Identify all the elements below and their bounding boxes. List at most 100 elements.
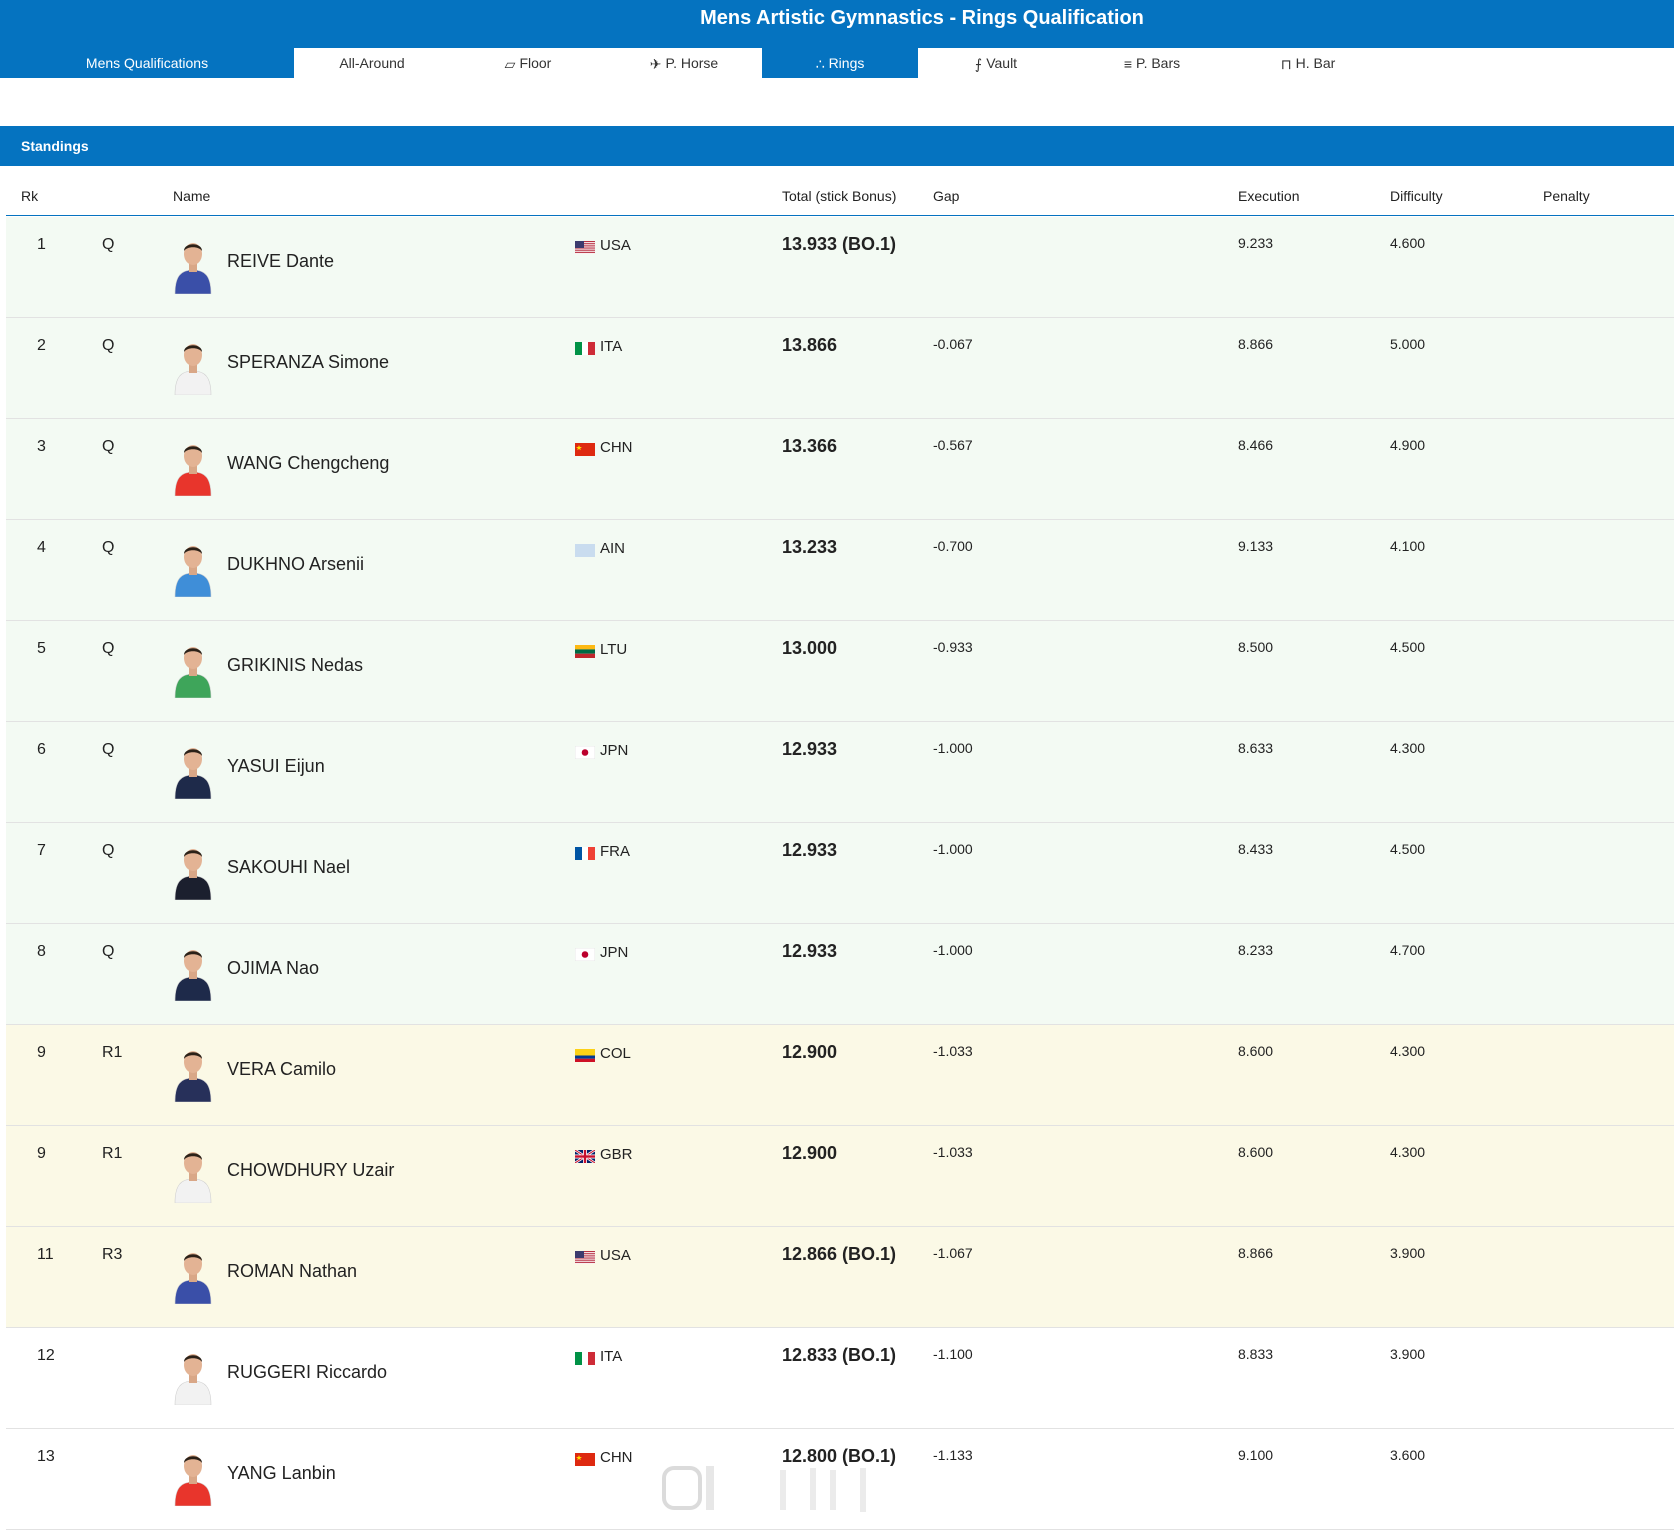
- table-row[interactable]: 1 Q REIVE Dante USA 13.933 (BO.1) 9.233 4.600: [6, 217, 1674, 318]
- qualification-status: Q: [102, 640, 115, 657]
- table-row[interactable]: 11 R3 ROMAN Nathan USA 12.866 (BO.1) -1.067 8.…: [6, 1227, 1674, 1328]
- country-code: FRA: [600, 843, 630, 860]
- rank: 9: [37, 1044, 46, 1061]
- flag-icon: [575, 1453, 595, 1466]
- qualification-status: Q: [102, 236, 115, 253]
- table-row[interactable]: 5 Q GRIKINIS Nedas LTU 13.000 -0.933 8.500 4.50…: [6, 621, 1674, 722]
- tab-h-bar[interactable]: ⊓ H. Bar: [1230, 48, 1386, 78]
- table-row[interactable]: 7 Q SAKOUHI Nael FRA 12.933 -1.000 8.433 4.500: [6, 823, 1674, 924]
- column-header-rk[interactable]: Rk: [21, 188, 39, 204]
- tab-mens-qualifications[interactable]: Mens Qualifications: [0, 48, 294, 78]
- athlete-name[interactable]: SAKOUHI Nael: [227, 857, 351, 877]
- athlete-name[interactable]: GRIKINIS Nedas: [227, 655, 364, 675]
- table-row[interactable]: 8 Q OJIMA Nao JPN 12.933 -1.000 8.233 4.700: [6, 924, 1674, 1025]
- column-header-execution[interactable]: Execution: [1238, 188, 1300, 204]
- athlete-name[interactable]: YANG Lanbin: [227, 1463, 336, 1483]
- athlete-name[interactable]: RUGGERI Riccardo: [227, 1362, 388, 1382]
- table-row[interactable]: 12 RUGGERI Riccardo ITA 12.833 (BO.1) -1.100…: [6, 1328, 1674, 1429]
- table-row[interactable]: 9 R1 VERA Camilo COL 12.900 -1.033 8.600 4.300: [6, 1025, 1674, 1126]
- flag-icon: [575, 544, 595, 557]
- rank: 2: [37, 337, 46, 354]
- table-row[interactable]: 2 Q SPERANZA Simone ITA 13.866 -0.067 8.866 5.0…: [6, 318, 1674, 419]
- rank: 3: [37, 438, 46, 455]
- tab-p-bars[interactable]: ≡ P. Bars: [1074, 48, 1230, 78]
- column-header-name[interactable]: Name: [173, 188, 211, 204]
- tab-vault[interactable]: ⨍ Vault: [918, 48, 1074, 78]
- difficulty-score: 4.100: [1390, 538, 1426, 554]
- country-code: USA: [600, 1247, 631, 1264]
- athlete-name[interactable]: SPERANZA Simone: [227, 352, 390, 372]
- column-header-gap[interactable]: Gap: [933, 188, 960, 204]
- difficulty-score: 4.300: [1390, 740, 1426, 756]
- execution-score: 8.600: [1238, 1144, 1274, 1160]
- total-score: 13.366: [782, 436, 838, 456]
- column-header-difficulty[interactable]: Difficulty: [1390, 188, 1443, 204]
- qualification-status: R1: [102, 1044, 123, 1061]
- total-score: 13.233: [782, 537, 838, 557]
- flag-icon: [575, 443, 595, 456]
- execution-score: 9.233: [1238, 235, 1274, 251]
- total-score: 12.900: [782, 1143, 838, 1163]
- gap-value: -0.700: [933, 538, 973, 554]
- flag-icon: [575, 847, 595, 860]
- parallel-bars-icon: ≡: [1123, 56, 1133, 72]
- execution-score: 9.100: [1238, 1447, 1274, 1463]
- athlete-name[interactable]: WANG Chengcheng: [227, 453, 390, 473]
- rank: 8: [37, 943, 46, 960]
- execution-score: 8.633: [1238, 740, 1274, 756]
- difficulty-score: 4.900: [1390, 437, 1426, 453]
- rank: 13: [37, 1448, 55, 1465]
- difficulty-score: 4.500: [1390, 841, 1426, 857]
- avatar: [173, 1246, 213, 1305]
- flag-icon: [575, 241, 595, 254]
- athlete-name[interactable]: DUKHNO Arsenii: [227, 554, 365, 574]
- table-row[interactable]: 6 Q YASUI Eijun JPN 12.933 -1.000 8.633 4.300: [6, 722, 1674, 823]
- table-row[interactable]: 3 Q WANG Chengcheng CHN 13.366 -0.567 8.466 4.9…: [6, 419, 1674, 520]
- tab-all-around[interactable]: All-Around: [294, 48, 450, 78]
- athlete-name[interactable]: VERA Camilo: [227, 1059, 337, 1079]
- total-score: 13.933 (BO.1): [782, 234, 897, 254]
- gap-value: -1.000: [933, 740, 973, 756]
- rank: 4: [37, 539, 46, 556]
- flag-icon: [575, 1352, 595, 1365]
- tab-rings[interactable]: ∴ Rings: [762, 48, 918, 78]
- gap-value: -1.067: [933, 1245, 973, 1261]
- column-header-penalty[interactable]: Penalty: [1543, 188, 1590, 204]
- total-score: 12.866 (BO.1): [782, 1244, 897, 1264]
- difficulty-score: 5.000: [1390, 336, 1426, 352]
- total-score: 12.933: [782, 840, 838, 860]
- column-header-total[interactable]: Total (stick Bonus): [782, 188, 897, 204]
- table-row[interactable]: 9 R1 CHOWDHURY Uzair GBR 12.900 -1.033 8.600 4.…: [6, 1126, 1674, 1227]
- rank: 6: [37, 741, 46, 758]
- tab-floor[interactable]: ▱ Floor: [450, 48, 606, 78]
- athlete-name[interactable]: REIVE Dante: [227, 251, 335, 271]
- difficulty-score: 4.300: [1390, 1144, 1426, 1160]
- table-row[interactable]: 4 Q DUKHNO Arsenii AIN 13.233 -0.700 9.133 4.10…: [6, 520, 1674, 621]
- country-code: AIN: [600, 540, 626, 557]
- event-tabs: Mens Qualifications All-Around ▱ Floor ✈ P. H…: [0, 48, 1674, 78]
- difficulty-score: 4.300: [1390, 1043, 1426, 1059]
- athlete-name[interactable]: ROMAN Nathan: [227, 1261, 358, 1281]
- execution-score: 8.500: [1238, 639, 1274, 655]
- flag-icon: [574, 1148, 596, 1165]
- tab-label: All-Around: [339, 55, 405, 71]
- gap-value: -0.933: [933, 639, 973, 655]
- rings-icon: ∴: [815, 56, 825, 72]
- qualification-status: Q: [102, 539, 115, 556]
- gap-value: -1.000: [933, 942, 973, 958]
- athlete-name[interactable]: YASUI Eijun: [227, 756, 325, 776]
- difficulty-score: 3.900: [1390, 1346, 1426, 1362]
- flag-icon: [574, 745, 596, 760]
- total-score: 12.933: [782, 739, 838, 759]
- country-code: COL: [600, 1045, 631, 1062]
- flag-icon: [574, 947, 596, 962]
- table-row[interactable]: 13 YANG Lanbin CHN 12.800 (BO.1) -1.133 9.100…: [6, 1429, 1674, 1530]
- flag-icon: [575, 1049, 595, 1062]
- athlete-name[interactable]: CHOWDHURY Uzair: [227, 1160, 395, 1180]
- country-code: GBR: [600, 1146, 633, 1163]
- athlete-name[interactable]: OJIMA Nao: [227, 958, 320, 978]
- tab-p-horse[interactable]: ✈ P. Horse: [606, 48, 762, 78]
- gap-value: -1.033: [933, 1043, 973, 1059]
- vault-icon: ⨍: [974, 56, 983, 72]
- standings-table: 1 Q REIVE Dante USA 13.933 (BO.1) 9.233 4.600 2…: [6, 217, 1674, 1530]
